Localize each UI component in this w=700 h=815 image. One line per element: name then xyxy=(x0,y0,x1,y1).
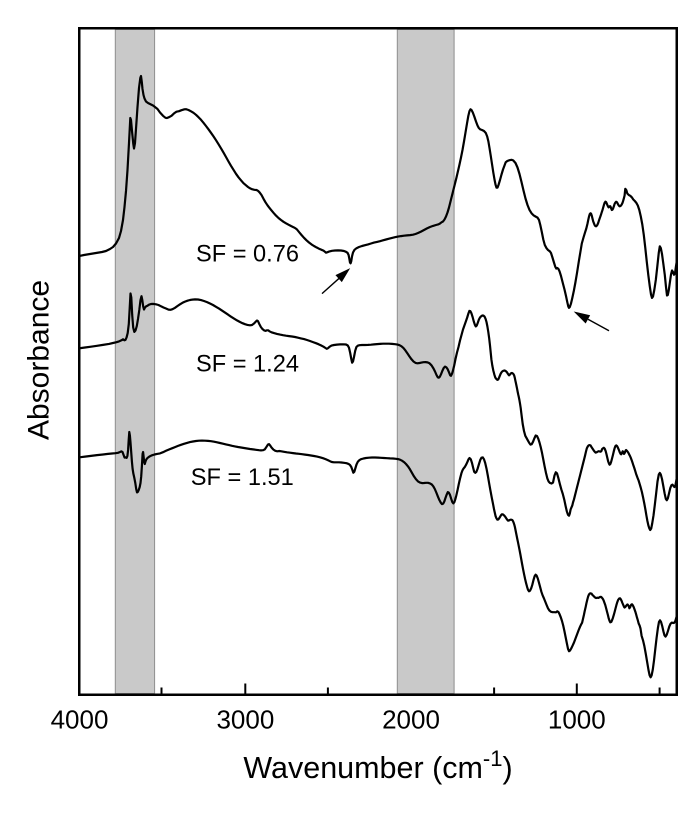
svg-text:2000: 2000 xyxy=(382,705,440,735)
svg-text:Absorbance: Absorbance xyxy=(23,280,56,440)
svg-text:4000: 4000 xyxy=(51,705,109,735)
svg-text:1000: 1000 xyxy=(548,705,606,735)
svg-text:3000: 3000 xyxy=(216,705,274,735)
svg-text:SF = 0.76: SF = 0.76 xyxy=(196,242,299,268)
svg-text:SF = 1.24: SF = 1.24 xyxy=(196,352,299,378)
svg-text:SF = 1.51: SF = 1.51 xyxy=(191,465,294,491)
svg-text:Wavenumber (cm-1): Wavenumber (cm-1) xyxy=(243,746,512,785)
